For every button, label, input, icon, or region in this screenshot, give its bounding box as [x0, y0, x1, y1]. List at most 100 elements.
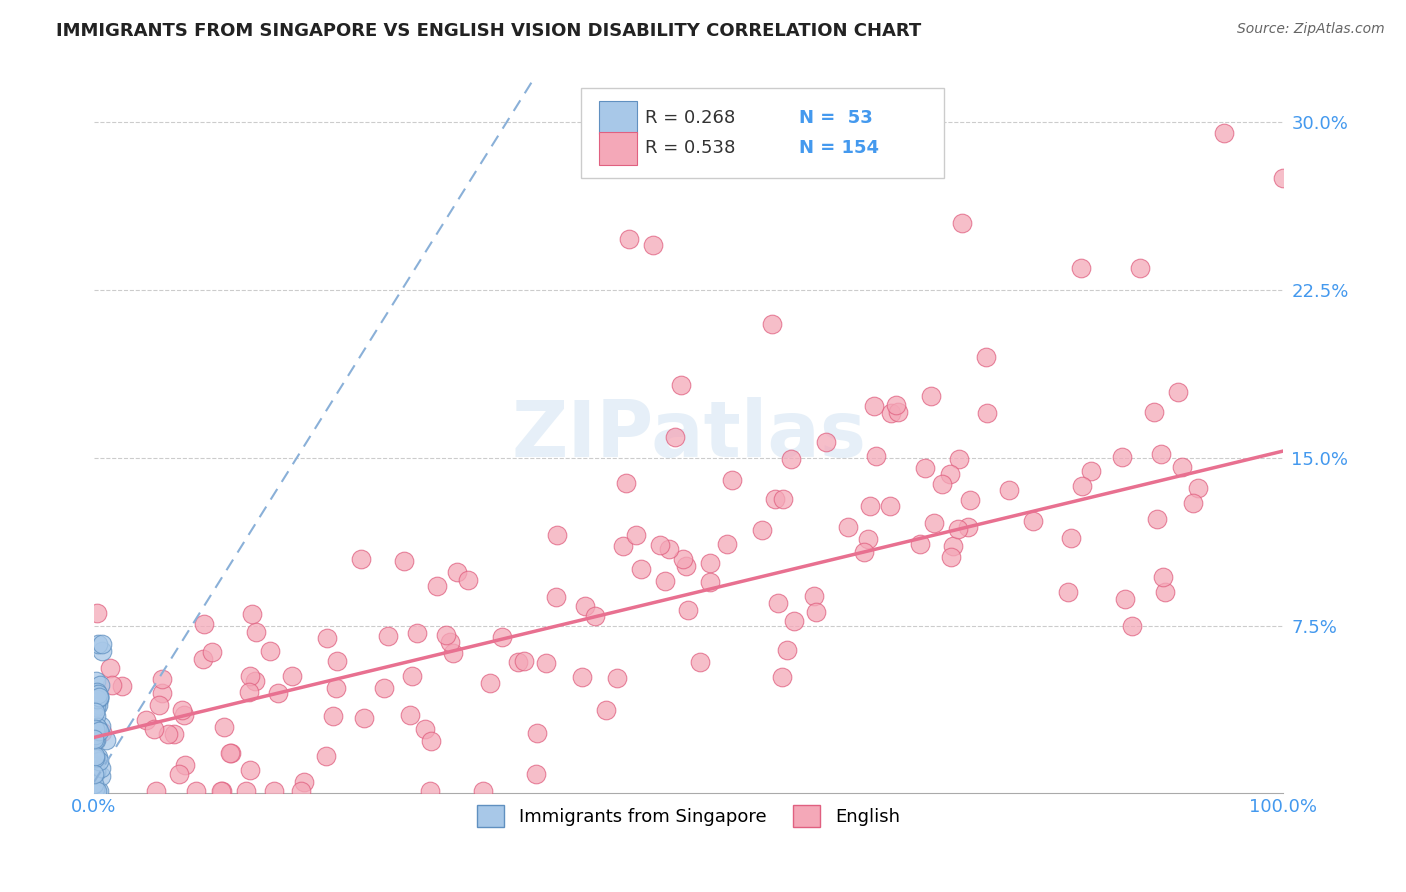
Point: [574, 599, 596, 613]
Text: R = 0.268: R = 0.268: [644, 109, 735, 127]
Point: [956, 520, 979, 534]
Point: [1070, 479, 1092, 493]
FancyBboxPatch shape: [599, 101, 637, 134]
Point: [86, 784, 108, 798]
Point: [163, 727, 186, 741]
Point: [173, 707, 195, 722]
Point: [446, 566, 468, 580]
Point: [976, 406, 998, 420]
Point: [91, 637, 114, 651]
Point: [1152, 570, 1174, 584]
Point: [939, 467, 962, 481]
Point: [614, 475, 637, 490]
Point: [457, 573, 479, 587]
Point: [86, 721, 108, 735]
Legend: Immigrants from Singapore, English: Immigrants from Singapore, English: [470, 798, 907, 834]
Point: [84, 767, 107, 781]
Point: [211, 784, 233, 798]
Point: [908, 537, 931, 551]
Point: [83, 748, 105, 763]
Point: [83, 731, 105, 746]
Point: [86, 698, 108, 712]
Point: [83, 730, 105, 744]
Point: [508, 655, 530, 669]
Point: [87, 692, 110, 706]
Point: [90, 724, 112, 739]
Point: [84, 764, 107, 779]
Point: [238, 763, 260, 777]
Point: [221, 746, 243, 760]
Text: ZIPatlas: ZIPatlas: [510, 398, 866, 474]
Point: [84, 732, 107, 747]
Point: [772, 492, 794, 507]
Point: [406, 626, 429, 640]
Point: [768, 596, 790, 610]
Point: [658, 541, 681, 556]
Point: [87, 687, 110, 701]
Point: [1070, 260, 1092, 275]
Text: Source: ZipAtlas.com: Source: ZipAtlas.com: [1237, 22, 1385, 37]
Point: [84, 688, 107, 702]
Point: [84, 720, 107, 734]
Point: [209, 784, 232, 798]
Point: [292, 774, 315, 789]
Point: [239, 669, 262, 683]
Point: [87, 722, 110, 736]
Point: [491, 630, 513, 644]
Point: [761, 317, 783, 331]
Point: [281, 669, 304, 683]
Point: [814, 435, 837, 450]
Point: [401, 669, 423, 683]
Point: [201, 645, 224, 659]
Point: [942, 539, 965, 553]
Point: [806, 606, 828, 620]
Text: N =  53: N = 53: [799, 109, 873, 127]
Point: [1272, 171, 1295, 186]
Point: [174, 758, 197, 772]
Point: [157, 727, 180, 741]
Point: [546, 528, 568, 542]
Point: [770, 670, 793, 684]
Point: [641, 238, 664, 252]
Point: [350, 552, 373, 566]
Text: R = 0.538: R = 0.538: [644, 139, 735, 157]
Point: [143, 722, 166, 736]
Point: [479, 676, 502, 690]
Point: [86, 727, 108, 741]
Point: [150, 672, 173, 686]
Point: [148, 698, 170, 712]
Point: [434, 628, 457, 642]
Point: [83, 689, 105, 703]
Point: [392, 553, 415, 567]
Point: [630, 562, 652, 576]
Point: [1171, 459, 1194, 474]
Point: [377, 630, 399, 644]
Point: [86, 606, 108, 620]
Point: [259, 644, 281, 658]
Point: [83, 756, 105, 771]
Point: [1150, 447, 1173, 461]
Point: [443, 646, 465, 660]
Point: [859, 499, 882, 513]
Point: [699, 574, 721, 589]
Point: [775, 643, 797, 657]
Point: [219, 746, 242, 760]
Point: [1153, 585, 1175, 599]
Point: [648, 539, 671, 553]
Point: [84, 699, 107, 714]
Point: [87, 754, 110, 768]
Point: [83, 728, 105, 742]
Point: [83, 722, 105, 736]
Point: [353, 711, 375, 725]
Text: IMMIGRANTS FROM SINGAPORE VS ENGLISH VISION DISABILITY CORRELATION CHART: IMMIGRANTS FROM SINGAPORE VS ENGLISH VIS…: [56, 22, 921, 40]
Point: [959, 493, 981, 508]
Point: [720, 473, 742, 487]
Point: [472, 784, 495, 798]
Point: [145, 784, 167, 798]
Point: [1060, 531, 1083, 545]
Point: [879, 406, 901, 420]
Point: [1057, 585, 1080, 599]
Point: [399, 707, 422, 722]
Point: [803, 589, 825, 603]
Point: [863, 400, 886, 414]
